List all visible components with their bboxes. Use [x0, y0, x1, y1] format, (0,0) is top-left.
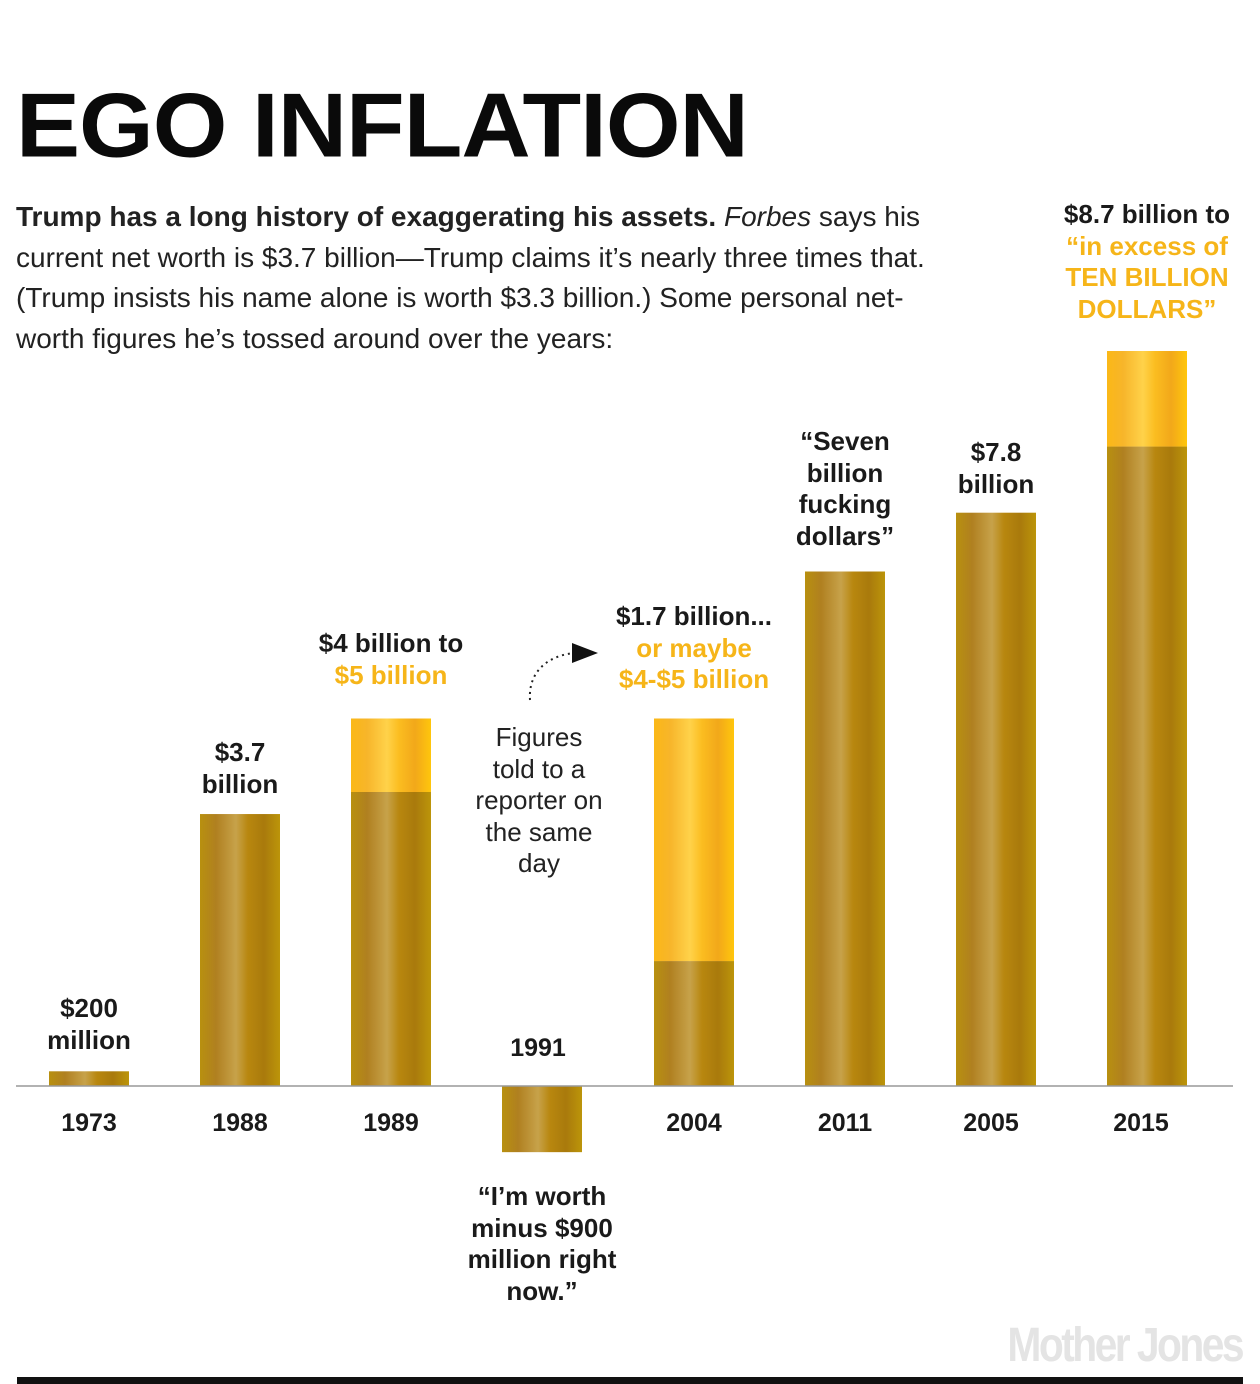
value-label-line: billion — [201, 768, 279, 799]
bar-2004 — [654, 961, 734, 1086]
value-label-line: “in excess of — [1066, 230, 1228, 261]
value-label-line: dollars” — [795, 520, 895, 551]
bar-2011 — [805, 571, 885, 1086]
bottom-rule — [17, 1377, 1243, 1384]
bar-2015 — [1107, 446, 1187, 1086]
dotted-arrow-line — [528, 652, 576, 701]
year-label: 1989 — [363, 1109, 419, 1137]
bar-1991 — [502, 1086, 582, 1153]
year-label: 2011 — [817, 1109, 873, 1137]
value-label-1988: $3.7 billion — [120, 737, 360, 800]
value-label-line: $8.7 billion to — [1063, 199, 1231, 229]
chart-subtitle: Trump has a long history of exaggerating… — [16, 197, 936, 359]
year-label: 2004 — [666, 1109, 722, 1137]
value-label-2005: $7.8 billion — [876, 437, 1116, 500]
annotation-line: the same — [485, 816, 593, 847]
bar-range-1989 — [351, 718, 431, 792]
value-label-line: or maybe — [636, 632, 752, 663]
annotation-line: day — [518, 848, 560, 878]
value-label-line: now.” — [506, 1275, 578, 1306]
value-label-1973: $200 million — [0, 993, 209, 1056]
subtitle-forbes: Forbes — [723, 201, 812, 232]
subtitle-body: says his current net worth is $3.7 billi… — [16, 201, 925, 354]
bar-range-2015 — [1107, 351, 1187, 447]
value-label-line: $3.7 — [214, 737, 266, 767]
year-label: 1988 — [212, 1109, 268, 1137]
value-label-2015: $8.7 billion to “in excess of TEN BILLION D… — [1027, 199, 1260, 325]
value-label-line: $7.8 — [970, 437, 1022, 467]
value-label-line: $4 billion to — [318, 628, 464, 658]
value-label-line: million right — [467, 1244, 617, 1274]
value-label-line: $5 billion — [334, 659, 448, 690]
value-label-line: fucking — [798, 489, 892, 519]
value-label-line: million — [47, 1024, 131, 1055]
bar-1988 — [200, 814, 280, 1086]
subtitle-lead: Trump has a long history of exaggerating… — [16, 201, 717, 232]
arrow-head-icon — [572, 643, 598, 663]
year-label: 1991 — [510, 1034, 566, 1062]
value-label-1991: “I’m worth minus $900 million right now.” — [422, 1181, 662, 1307]
value-label-1989: $4 billion to $5 billion — [271, 628, 511, 691]
value-label-line: $200 — [60, 993, 118, 1023]
value-label-line: $1.7 billion... — [615, 601, 773, 631]
bar-1973 — [49, 1071, 129, 1086]
chart-title: EGO INFLATION — [16, 74, 749, 177]
annotation-line: reporter on — [475, 785, 603, 815]
year-label: 1973 — [61, 1109, 117, 1137]
same-day-annotation: Figures told to a reporter on the same d… — [439, 722, 639, 880]
mother-jones-logo: Mother Jones — [1007, 1319, 1244, 1372]
value-label-line: “Seven — [800, 426, 890, 456]
value-label-line: “I’m worth — [477, 1181, 607, 1211]
value-label-line: $4-$5 billion — [618, 664, 770, 694]
year-label: 2015 — [1113, 1109, 1169, 1137]
bar-1989 — [351, 792, 431, 1086]
value-label-2011: “Seven billion fucking dollars” — [725, 426, 965, 552]
bar-range-2004 — [654, 718, 734, 962]
value-label-line: minus $900 — [471, 1212, 613, 1243]
bar-2005 — [956, 512, 1036, 1086]
year-label: 2005 — [963, 1109, 1019, 1137]
annotation-line: told to a — [492, 753, 586, 784]
value-label-2004: $1.7 billion... or maybe $4-$5 billion — [574, 601, 814, 696]
value-label-line: DOLLARS” — [1077, 293, 1217, 324]
value-label-line: billion — [957, 468, 1035, 499]
value-label-line: billion — [806, 457, 884, 488]
value-label-line: TEN BILLION — [1065, 262, 1229, 292]
annotation-line: Figures — [495, 722, 583, 752]
